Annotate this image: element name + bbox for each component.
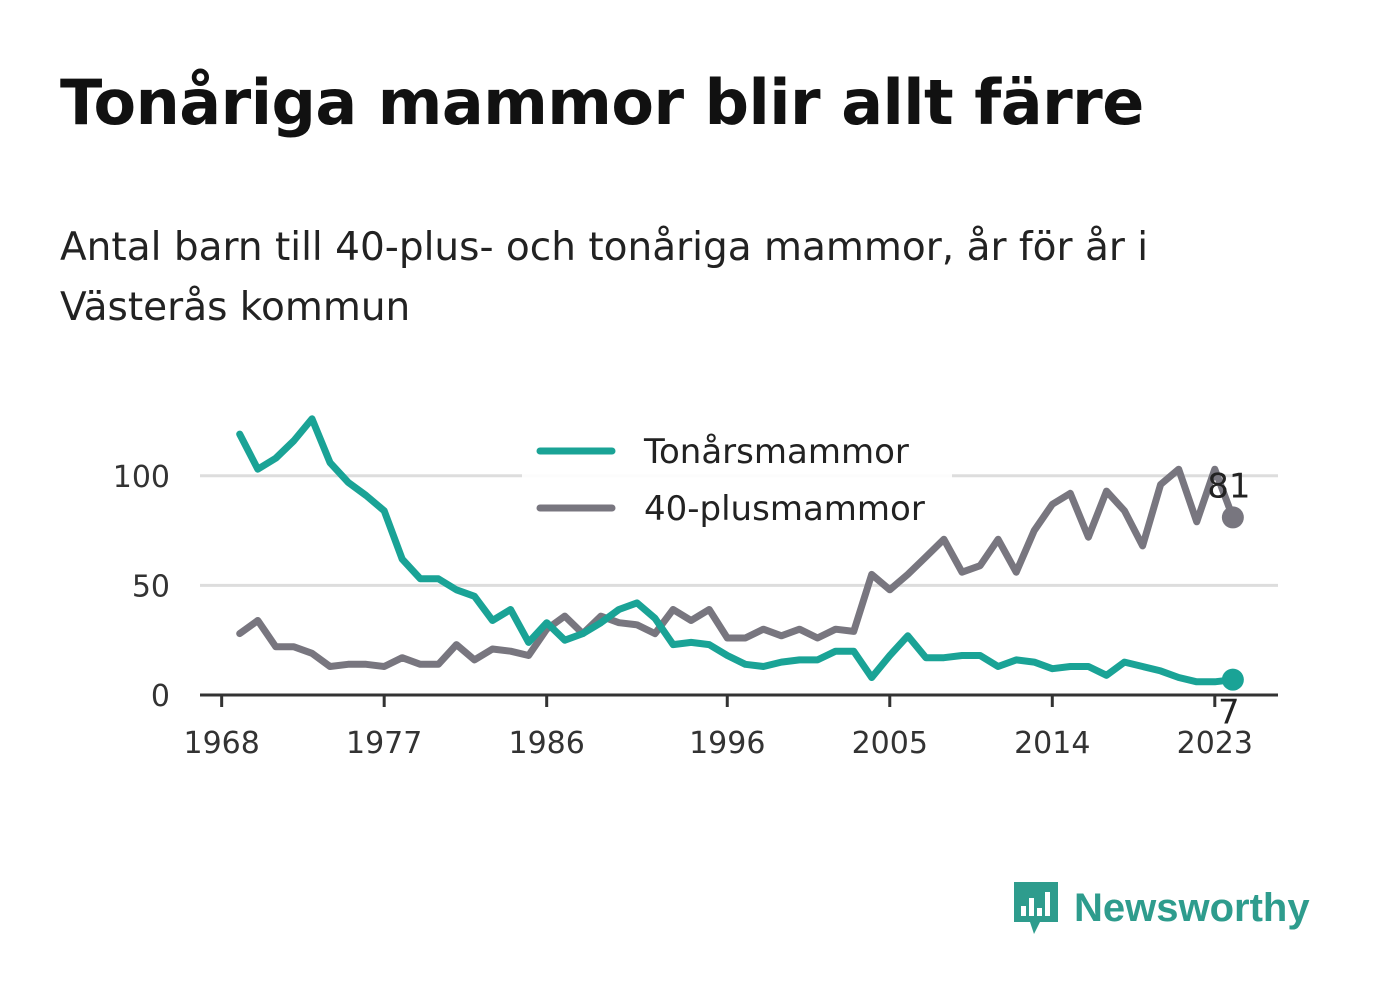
x-tick-label: 2005: [852, 726, 928, 761]
x-tick-label: 1977: [346, 726, 422, 761]
end-label-teen: 7: [1218, 693, 1240, 733]
newsworthy-logo[interactable]: Newsworthy: [1010, 878, 1310, 938]
chart-subtitle: Antal barn till 40-plus- och tonåriga ma…: [60, 225, 1149, 330]
y-tick-label: 50: [132, 569, 170, 604]
series-lines: 81 7: [236, 415, 1250, 733]
x-tick-label: 2014: [1014, 726, 1090, 761]
x-tick-label: 1996: [689, 726, 765, 761]
newsworthy-logo-icon: [1014, 882, 1058, 934]
series-line-1: [236, 465, 1237, 670]
y-tick-label: 100: [113, 460, 170, 495]
y-tick-label: 0: [151, 679, 170, 714]
x-tick-label: 1968: [183, 726, 259, 761]
x-tick-label: 1986: [509, 726, 585, 761]
series-end-point-0: [1221, 668, 1244, 691]
series-line-0: [236, 415, 1237, 686]
x-axis: 1968 1977 1986 1996 2005 2014 2023: [183, 693, 1278, 761]
legend-background: [522, 424, 952, 534]
y-axis-tick-labels: 0 50 100: [113, 460, 170, 714]
x-tick-label: 2023: [1177, 726, 1253, 761]
legend: Tonårsmammor 40-plusmammor: [522, 424, 952, 534]
legend-label-1: 40-plusmammor: [644, 489, 925, 529]
series-end-point-1: [1221, 506, 1244, 529]
legend-label-0: Tonårsmammor: [643, 432, 909, 472]
newsworthy-logo-text: Newsworthy: [1074, 885, 1310, 930]
end-label-40-plus: 81: [1207, 466, 1250, 506]
chart-title: Tonåriga mammor blir allt färre: [60, 66, 1144, 139]
